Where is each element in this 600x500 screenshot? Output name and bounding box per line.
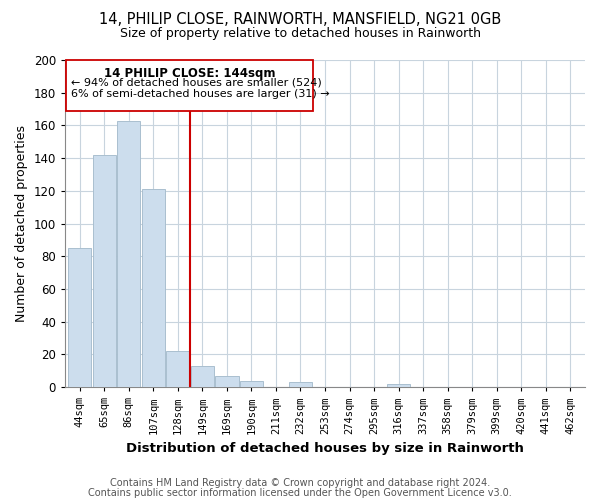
- Text: ← 94% of detached houses are smaller (524): ← 94% of detached houses are smaller (52…: [71, 78, 322, 88]
- Y-axis label: Number of detached properties: Number of detached properties: [15, 125, 28, 322]
- Text: Contains public sector information licensed under the Open Government Licence v3: Contains public sector information licen…: [88, 488, 512, 498]
- Bar: [289, 382, 312, 387]
- Bar: [240, 380, 263, 387]
- Bar: [166, 351, 190, 387]
- Text: 14, PHILIP CLOSE, RAINWORTH, MANSFIELD, NG21 0GB: 14, PHILIP CLOSE, RAINWORTH, MANSFIELD, …: [99, 12, 501, 28]
- FancyBboxPatch shape: [66, 60, 313, 110]
- Text: Size of property relative to detached houses in Rainworth: Size of property relative to detached ho…: [119, 28, 481, 40]
- Bar: [92, 155, 116, 387]
- Bar: [191, 366, 214, 387]
- Text: Contains HM Land Registry data © Crown copyright and database right 2024.: Contains HM Land Registry data © Crown c…: [110, 478, 490, 488]
- Bar: [142, 189, 165, 387]
- Bar: [68, 248, 91, 387]
- Bar: [215, 376, 239, 387]
- Bar: [387, 384, 410, 387]
- Bar: [117, 120, 140, 387]
- X-axis label: Distribution of detached houses by size in Rainworth: Distribution of detached houses by size …: [126, 442, 524, 455]
- Text: 6% of semi-detached houses are larger (31) →: 6% of semi-detached houses are larger (3…: [71, 90, 330, 100]
- Text: 14 PHILIP CLOSE: 144sqm: 14 PHILIP CLOSE: 144sqm: [104, 66, 275, 80]
